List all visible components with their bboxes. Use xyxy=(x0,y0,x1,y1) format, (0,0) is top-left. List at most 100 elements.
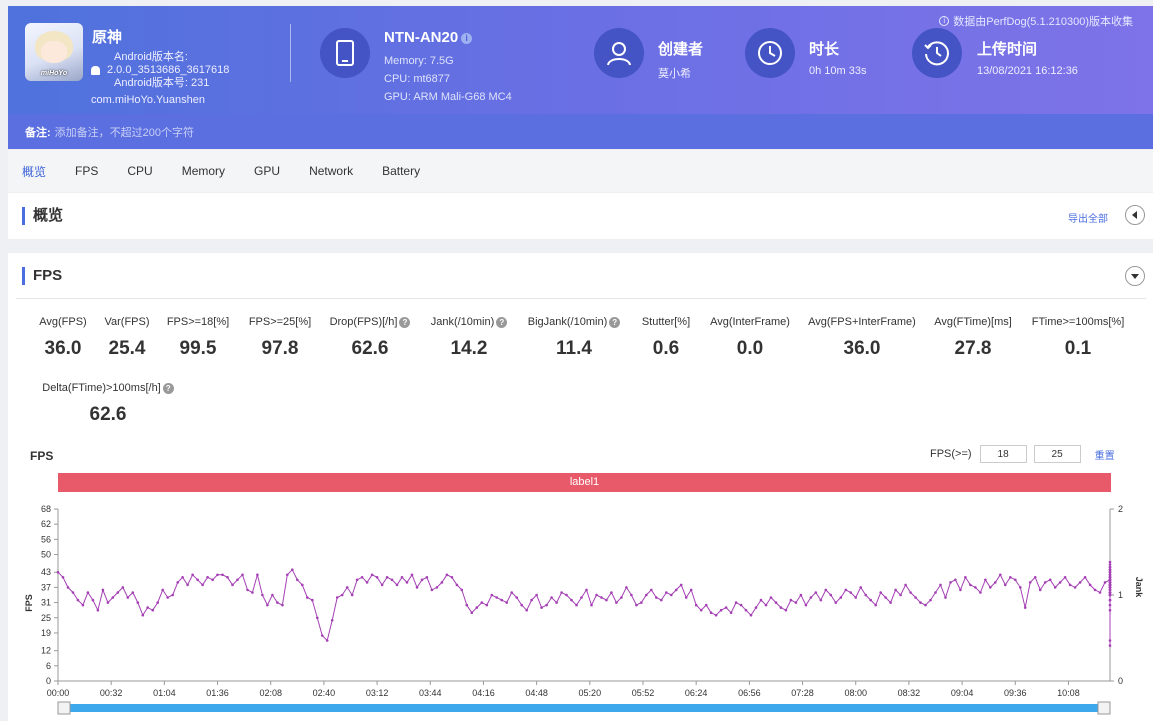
fps-point xyxy=(261,593,264,597)
app-icon: miHoYo xyxy=(25,23,83,81)
note-input[interactable]: 添加备注，不超过200个字符 xyxy=(54,127,195,139)
fps-point xyxy=(590,603,593,607)
help-icon[interactable]: ? xyxy=(609,316,621,328)
time-range-scrollbar[interactable] xyxy=(62,704,1106,712)
range-handle-left[interactable] xyxy=(57,701,71,715)
y2-tick-label: 0 xyxy=(1118,676,1123,686)
fps-point xyxy=(699,608,703,612)
metric-label: Stutter[%] xyxy=(641,316,691,328)
range-handle-right[interactable] xyxy=(1097,701,1111,715)
threshold-high-input[interactable] xyxy=(1033,445,1081,463)
threshold-low-input[interactable] xyxy=(979,445,1027,463)
label-bar[interactable]: label1 xyxy=(58,473,1111,492)
fps-point xyxy=(989,586,992,589)
fps-point xyxy=(480,601,484,604)
fps-point xyxy=(774,601,778,604)
threshold-label: FPS(>=) xyxy=(930,448,972,460)
fps-point xyxy=(839,596,843,599)
app-header-banner: miHoYo 原神 Android版本名: 2.0.0_3513686_3617… xyxy=(8,6,1153,114)
fps-point xyxy=(335,596,339,599)
fps-point xyxy=(874,603,877,607)
fps-point xyxy=(1108,581,1112,584)
fps-point xyxy=(530,598,533,602)
section-divider xyxy=(16,298,1146,299)
expand-button[interactable] xyxy=(1125,266,1145,286)
fps-point xyxy=(814,591,818,594)
fps-point xyxy=(370,573,374,577)
export-all-link[interactable]: 导出全部 xyxy=(1068,214,1108,225)
metric-12: Delta(FTime)>100ms[/h]? 62.6 xyxy=(38,382,178,426)
fps-point xyxy=(1108,588,1112,592)
fps-point xyxy=(515,596,518,599)
fps-point xyxy=(206,576,209,579)
device-info-icon[interactable]: i xyxy=(461,32,473,44)
reset-button[interactable]: 重置 xyxy=(1094,450,1115,462)
tab-memory[interactable]: Memory xyxy=(181,164,226,178)
fps-point xyxy=(291,568,294,571)
y-tick-label: 43 xyxy=(41,567,51,577)
fps-point xyxy=(585,588,588,592)
fps-point xyxy=(934,591,937,594)
fps-point xyxy=(136,601,140,604)
metric-value: 11.4 xyxy=(556,338,592,359)
help-icon[interactable]: ? xyxy=(162,382,174,394)
fps-point xyxy=(400,576,404,579)
fps-point xyxy=(71,591,75,594)
tab-fps[interactable]: FPS xyxy=(75,164,99,178)
y-tick-label: 0 xyxy=(46,676,51,686)
fps-point xyxy=(156,601,159,604)
fps-point xyxy=(1058,581,1062,584)
fps-point xyxy=(694,603,698,607)
fps-point xyxy=(430,588,434,592)
fps-point xyxy=(375,576,379,579)
x-tick-label: 02:08 xyxy=(259,688,282,698)
fps-point xyxy=(385,576,389,579)
metric-value: 25.4 xyxy=(108,338,146,359)
fps-point xyxy=(729,611,733,614)
metric-label: Avg(FPS) xyxy=(39,316,87,328)
fps-point xyxy=(809,596,813,599)
fps-point xyxy=(739,603,743,607)
fps-point xyxy=(1108,568,1112,571)
fps-point xyxy=(1108,598,1112,602)
metric-value: 36.0 xyxy=(44,338,82,359)
overview-panel: 概览 导出全部 xyxy=(8,193,1153,239)
fps-point xyxy=(1108,573,1112,577)
device-cpu: CPU: mt6877 xyxy=(384,73,451,85)
fps-point xyxy=(485,603,489,607)
fps-point xyxy=(445,573,449,577)
tab-cpu[interactable]: CPU xyxy=(127,164,153,178)
fps-point xyxy=(475,606,479,609)
fps-point xyxy=(1108,565,1112,569)
x-tick-label: 09:36 xyxy=(1004,688,1027,698)
help-icon[interactable]: ? xyxy=(399,316,411,328)
metric-4: Drop(FPS)[/h]? 62.6 xyxy=(300,316,440,360)
fps-point xyxy=(1108,608,1112,612)
note-bar[interactable]: 备注: 添加备注，不超过200个字符 xyxy=(8,114,1153,149)
tab-network[interactable]: Network xyxy=(309,164,354,178)
tab-概览[interactable]: 概览 xyxy=(22,164,47,179)
header-divider xyxy=(290,24,291,82)
metric-label: FPS>=25[%] xyxy=(248,316,312,328)
fps-point xyxy=(166,596,169,599)
fps-point xyxy=(1098,591,1102,594)
fps-point xyxy=(670,593,673,597)
overview-title: 概览 xyxy=(22,207,63,225)
fps-point xyxy=(1019,586,1022,589)
fps-point xyxy=(754,606,758,609)
fps-point xyxy=(1043,581,1047,584)
tab-gpu[interactable]: GPU xyxy=(254,164,281,178)
tab-battery[interactable]: Battery xyxy=(382,164,421,178)
fps-point xyxy=(724,606,728,609)
fps-point xyxy=(1108,639,1112,642)
help-icon[interactable]: ? xyxy=(496,316,508,328)
fps-point xyxy=(565,593,568,597)
metric-value: 62.6 xyxy=(89,404,127,425)
fps-point xyxy=(345,586,349,589)
fps-point xyxy=(106,601,110,604)
fps-point xyxy=(91,598,95,602)
collapse-button[interactable] xyxy=(1125,205,1145,225)
data-source-note: i 数据由PerfDog(5.1.210300)版本收集 xyxy=(939,13,1133,29)
fps-point xyxy=(365,581,369,584)
